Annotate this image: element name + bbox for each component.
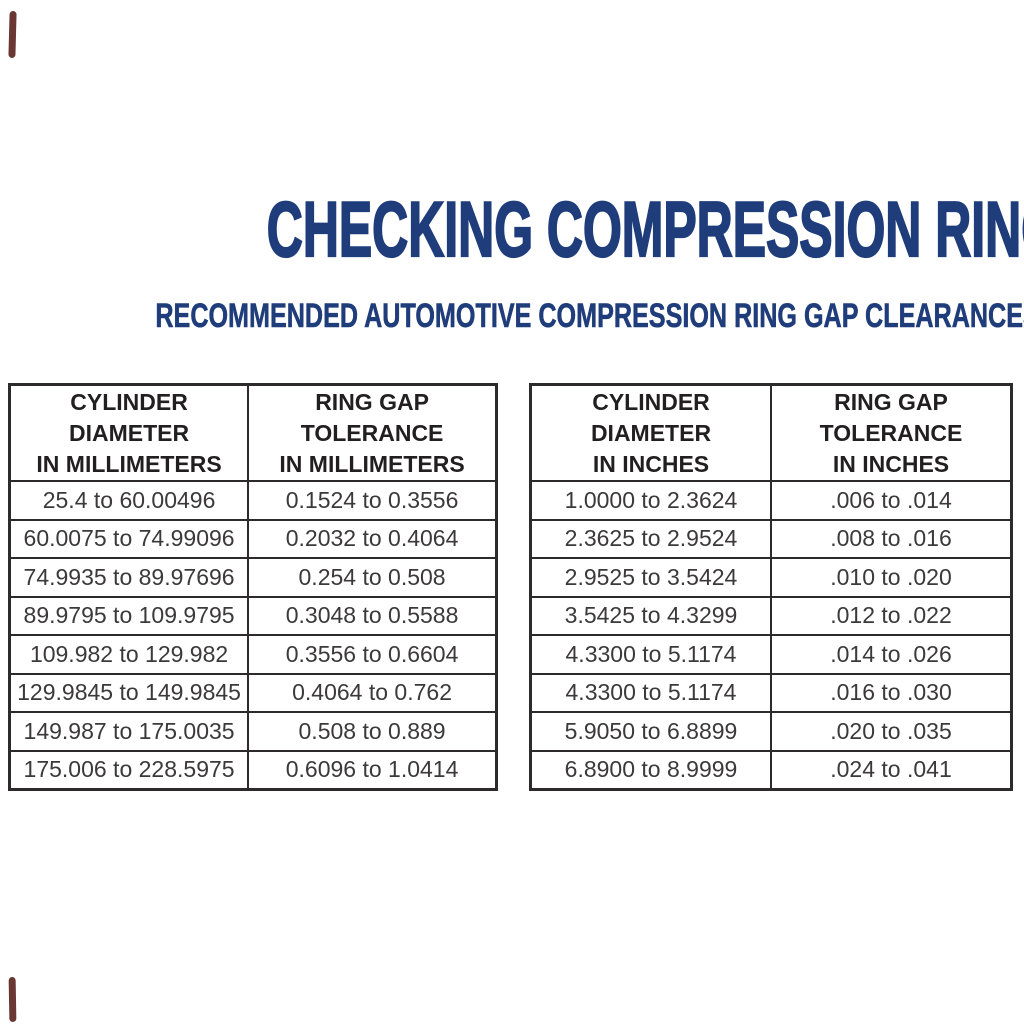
table-row: 4.3300 to 5.1174.014 to .026 [529,634,1013,675]
inches-table-header: CYLINDER DIAMETER IN INCHES RING GAP TOL… [529,383,1013,482]
header-row: CYLINDER DIAMETER IN INCHES RING GAP TOL… [529,383,1013,482]
page-subtitle: RECOMMENDED AUTOMOTIVE COMPRESSION RING … [0,297,1024,335]
table-cell: .010 to .020 [770,557,1013,598]
table-row: 60.0075 to 74.99096 0.2032 to 0.4064 [8,518,498,559]
table-cell: 109.982 to 129.982 [8,634,250,675]
table-row: 149.987 to 175.0035 0.508 to 0.889 [8,711,498,752]
pen-mark-top-left [8,10,17,59]
table-cell: 0.2032 to 0.4064 [247,518,498,559]
table-cell: 5.9050 to 6.8899 [529,711,772,752]
millimeters-table: CYLINDER DIAMETER IN MILLIMETERS RING GA… [8,383,498,791]
table-cell: 0.6096 to 1.0414 [247,749,498,791]
column-header-cylinder-diameter-mm: CYLINDER DIAMETER IN MILLIMETERS [8,383,250,482]
table-row: 74.9935 to 89.97696 0.254 to 0.508 [8,557,498,598]
table-cell: 129.9845 to 149.9845 [8,672,250,713]
column-header-ring-gap-tolerance-in: RING GAP TOLERANCE IN INCHES [770,383,1013,482]
table-cell: 74.9935 to 89.97696 [8,557,250,598]
table-cell: 2.3625 to 2.9524 [529,518,772,559]
millimeters-table-body: 25.4 to 60.00496 0.1524 to 0.3556 60.0075 … [8,480,498,791]
table-cell: 89.9795 to 109.9795 [8,595,250,636]
table-row: 2.3625 to 2.9524.008 to .016 [529,518,1013,559]
table-cell: 60.0075 to 74.99096 [8,518,250,559]
table-row: 5.9050 to 6.8899.020 to .035 [529,711,1013,752]
table-cell: .024 to .041 [770,749,1013,791]
table-cell: 0.3556 to 0.6604 [247,634,498,675]
table-cell: 175.006 to 228.5975 [8,749,250,791]
table-cell: 0.4064 to 0.762 [247,672,498,713]
table-row: 25.4 to 60.00496 0.1524 to 0.3556 [8,480,498,521]
page-title: CHECKING COMPRESSION RING GAPS [0,185,1024,273]
table-cell: 6.8900 to 8.9999 [529,749,772,791]
table-cell: .014 to .026 [770,634,1013,675]
table-cell: 0.1524 to 0.3556 [247,480,498,521]
table-cell: .008 to .016 [770,518,1013,559]
column-header-cylinder-diameter-in: CYLINDER DIAMETER IN INCHES [529,383,772,482]
inches-table-body: 1.0000 to 2.3624.006 to .014 2.3625 to 2.… [529,480,1013,791]
table-row: 4.3300 to 5.1174.016 to .030 [529,672,1013,713]
page-title-text: CHECKING COMPRESSION RING GAPS [266,185,1024,273]
table-row: 129.9845 to 149.9845 0.4064 to 0.762 [8,672,498,713]
table-row: 1.0000 to 2.3624.006 to .014 [529,480,1013,521]
table-cell: .012 to .022 [770,595,1013,636]
inches-table: CYLINDER DIAMETER IN INCHES RING GAP TOL… [529,383,1013,791]
table-cell: .016 to .030 [770,672,1013,713]
pen-mark-bottom-left [8,976,17,1023]
table-cell: 25.4 to 60.00496 [8,480,250,521]
column-header-ring-gap-tolerance-mm: RING GAP TOLERANCE IN MILLIMETERS [247,383,498,482]
table-cell: .020 to .035 [770,711,1013,752]
table-cell: 2.9525 to 3.5424 [529,557,772,598]
table-row: 89.9795 to 109.9795 0.3048 to 0.5588 [8,595,498,636]
page-subtitle-text: RECOMMENDED AUTOMOTIVE COMPRESSION RING … [155,297,1024,335]
header-row: CYLINDER DIAMETER IN MILLIMETERS RING GA… [8,383,498,482]
table-cell: 3.5425 to 4.3299 [529,595,772,636]
table-row: 3.5425 to 4.3299.012 to .022 [529,595,1013,636]
millimeters-table-header: CYLINDER DIAMETER IN MILLIMETERS RING GA… [8,383,498,482]
table-cell: 4.3300 to 5.1174 [529,634,772,675]
table-cell: 1.0000 to 2.3624 [529,480,772,521]
table-cell: 4.3300 to 5.1174 [529,672,772,713]
table-row: 2.9525 to 3.5424.010 to .020 [529,557,1013,598]
table-cell: .006 to .014 [770,480,1013,521]
table-cell: 0.254 to 0.508 [247,557,498,598]
table-row: 6.8900 to 8.9999.024 to .041 [529,749,1013,791]
table-row: 109.982 to 129.982 0.3556 to 0.6604 [8,634,498,675]
table-cell: 0.3048 to 0.5588 [247,595,498,636]
table-row: 175.006 to 228.5975 0.6096 to 1.0414 [8,749,498,791]
table-cell: 149.987 to 175.0035 [8,711,250,752]
table-cell: 0.508 to 0.889 [247,711,498,752]
